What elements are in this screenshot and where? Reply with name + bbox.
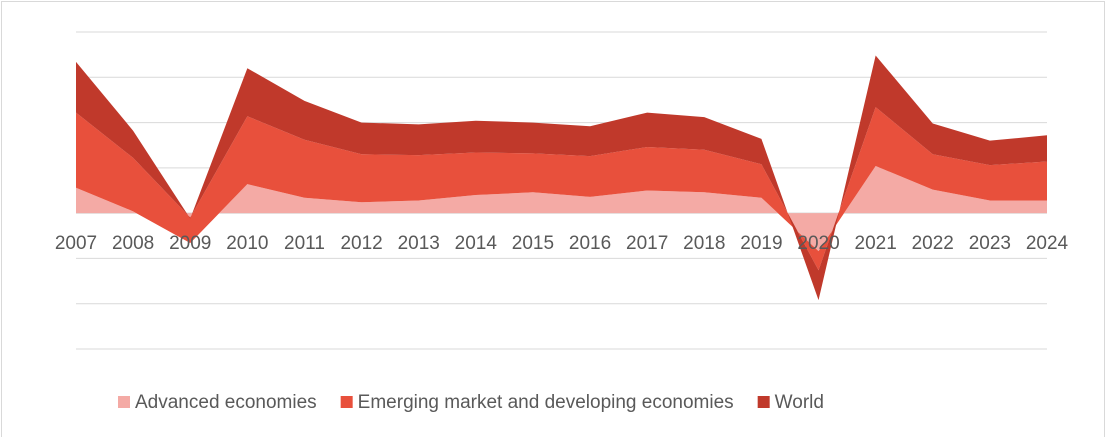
x-tick-label: 2017: [626, 233, 668, 254]
x-tick-label: 2009: [169, 233, 211, 254]
x-tick-label: 2014: [455, 233, 498, 254]
x-tick-label: 2021: [855, 233, 897, 254]
area: [76, 55, 1047, 301]
x-tick-label: 2007: [55, 233, 97, 254]
x-tick-label: 2016: [569, 233, 611, 254]
x-tick-label: 2023: [969, 233, 1011, 254]
x-tick-label: 2020: [797, 233, 839, 254]
x-tick-label: 2022: [912, 233, 954, 254]
area: [76, 107, 1047, 271]
x-tick-label: 2008: [112, 233, 154, 254]
x-tick-label: 2010: [226, 233, 268, 254]
legend-swatch: [118, 396, 130, 408]
area: [76, 166, 1047, 252]
legend-label: Emerging market and developing economies: [358, 392, 734, 413]
x-tick-label: 2011: [284, 233, 325, 254]
legend-swatch: [340, 396, 353, 408]
legend-swatch: [757, 396, 770, 408]
x-tick-label: 2012: [340, 233, 382, 254]
legend-label: World: [775, 392, 824, 413]
x-tick-label: 2024: [1026, 233, 1069, 254]
x-tick-label: 2015: [512, 233, 554, 254]
x-tick-label: 2018: [683, 233, 725, 254]
x-tick-label: 2013: [398, 233, 440, 254]
x-tick-label: 2019: [740, 233, 782, 254]
legend-label: Advanced economies: [135, 392, 317, 413]
